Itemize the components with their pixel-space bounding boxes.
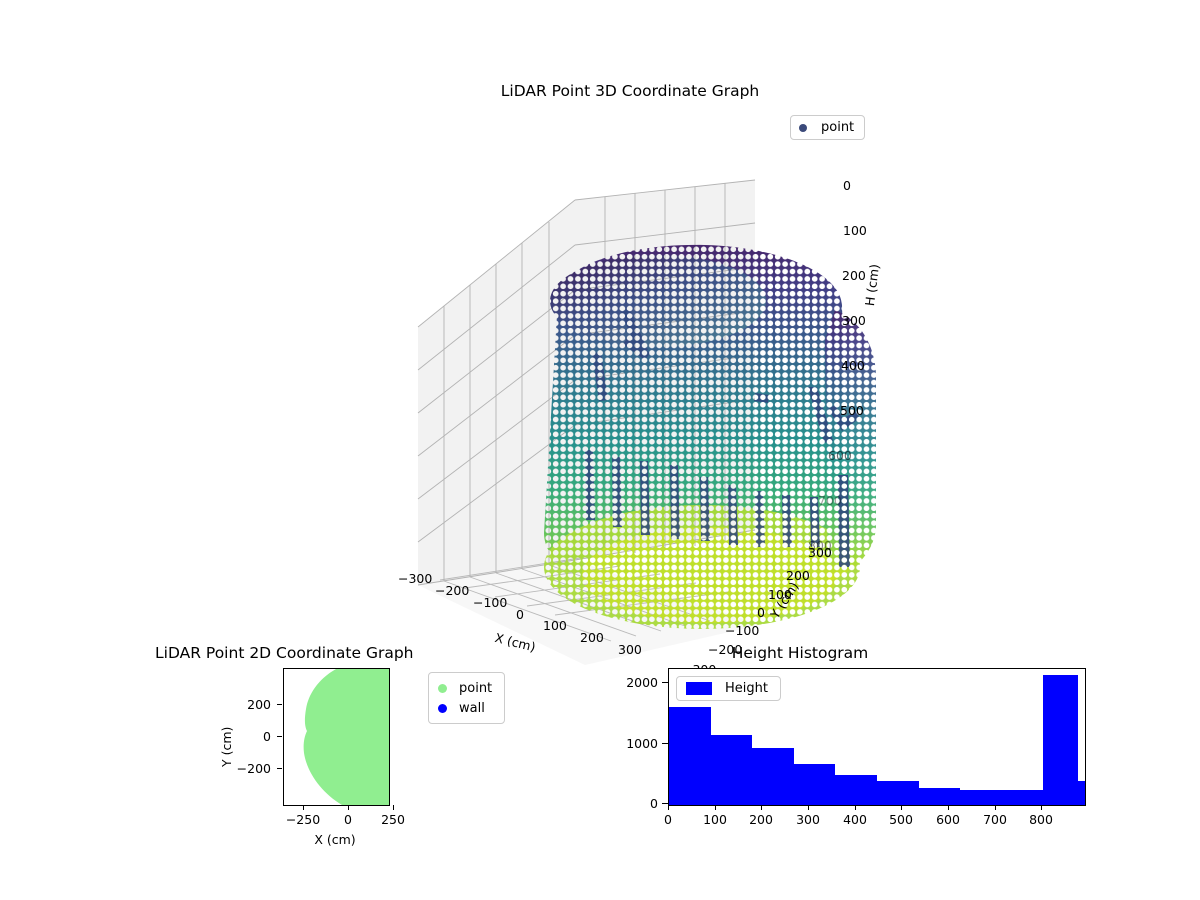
histogram-bar[interactable] <box>752 748 794 805</box>
histogram-xtick-300: 300 <box>796 812 820 827</box>
plot2d-ytick-200: 200 <box>247 697 271 712</box>
histogram-ytick-mark-2000 <box>662 682 668 683</box>
histogram-xtick-800: 800 <box>1029 812 1053 827</box>
plot3d-ytick-200: 200 <box>786 568 810 583</box>
plot3d-title: LiDAR Point 3D Coordinate Graph <box>500 82 760 100</box>
plot3d-ytick-100: 100 <box>768 587 792 602</box>
plot3d-ztick-700: 700 <box>818 493 842 508</box>
histogram-xtick-mark-600 <box>948 805 949 810</box>
plot3d-ytick-n200: −200 <box>708 642 743 657</box>
histogram-xtick-0: 0 <box>664 812 672 827</box>
histogram-xtick-400: 400 <box>843 812 867 827</box>
plot2d-xtick-n250: −250 <box>285 812 321 827</box>
histogram-ytick-2000: 2000 <box>626 675 658 690</box>
histogram-xtick-700: 700 <box>983 812 1007 827</box>
legend-marker-point-icon <box>799 123 807 132</box>
histogram-xtick-mark-500 <box>901 805 902 810</box>
plot3d-wall-points <box>585 310 860 567</box>
histogram-legend[interactable]: Height <box>676 676 781 701</box>
histogram-xtick-600: 600 <box>936 812 960 827</box>
plot3d-xtick-200: 200 <box>580 630 604 645</box>
plot2d-legend-row-point[interactable]: point <box>438 678 492 698</box>
plot2d-canvas <box>303 669 389 805</box>
histogram-xtick-mark-400 <box>855 805 856 810</box>
histogram-bar[interactable] <box>960 790 1002 805</box>
plot2d-ytick-mark-200 <box>277 704 282 705</box>
plot3d-ztick-600: 600 <box>828 448 852 463</box>
histogram-ytick-mark-0 <box>662 803 668 804</box>
histogram-xtick-500: 500 <box>889 812 913 827</box>
plot3d-xtick-100: 100 <box>543 618 567 633</box>
histogram-bar[interactable] <box>710 735 753 805</box>
plot3d-ytick-0: 0 <box>757 605 765 620</box>
plot2d-ytick-0: 0 <box>263 729 271 744</box>
histogram-title: Height Histogram <box>731 644 869 662</box>
lidar-3d-axes: LiDAR Point 3D Coordinate Graph <box>330 82 930 677</box>
histogram-ytick-1000: 1000 <box>626 736 658 751</box>
plot2d-yaxis-label: Y (cm) <box>219 726 234 767</box>
plot2d-xtick-mark-n250 <box>303 805 304 810</box>
plot3d-ztick-800: 800 <box>808 538 832 553</box>
plot2d-xtick-250: 250 <box>381 812 405 827</box>
plot2d-legend-label-point: point <box>459 680 493 696</box>
plot3d-ztick-400: 400 <box>841 358 865 373</box>
plot3d-xtick-0: 0 <box>516 607 524 622</box>
legend-swatch-height-icon <box>686 682 712 695</box>
histogram-bar[interactable] <box>1078 781 1085 805</box>
plot3d-ztick-300: 300 <box>842 313 866 328</box>
plot2d-title: LiDAR Point 2D Coordinate Graph <box>155 644 414 662</box>
plot3d-ztick-100: 100 <box>843 223 867 238</box>
histogram-bar[interactable] <box>835 775 877 805</box>
histogram-bar[interactable] <box>918 788 961 805</box>
plot3d-ytick-300: 300 <box>808 545 832 560</box>
plot3d-ytick-n100: −100 <box>725 623 760 638</box>
histogram-xtick-mark-700 <box>995 805 996 810</box>
histogram-bar[interactable] <box>1043 675 1079 805</box>
histogram-xtick-mark-100 <box>715 805 716 810</box>
histogram-xtick-mark-800 <box>1041 805 1042 810</box>
legend-marker-point-icon <box>438 683 447 693</box>
legend-label-point: point <box>821 120 855 135</box>
plot2d-legend-row-wall[interactable]: wall <box>438 698 492 718</box>
plot2d-legend[interactable]: point wall <box>428 672 506 724</box>
lidar-2d-axes <box>283 668 390 806</box>
plot3d-legend[interactable]: point <box>790 115 866 140</box>
histogram-xtick-100: 100 <box>703 812 727 827</box>
histogram-legend-label-height: Height <box>725 681 768 696</box>
legend-marker-wall-icon <box>438 703 447 713</box>
plot2d-legend-label-wall: wall <box>459 700 485 716</box>
histogram-xtick-200: 200 <box>749 812 773 827</box>
plot2d-xtick-0: 0 <box>344 812 352 827</box>
plot2d-ytick-mark-0 <box>277 736 282 737</box>
plot2d-xtick-mark-250 <box>393 805 394 810</box>
histogram-bar[interactable] <box>1001 790 1044 805</box>
histogram-xtick-mark-300 <box>808 805 809 810</box>
histogram-bar[interactable] <box>877 781 919 805</box>
plot2d-ytick-mark-n200 <box>277 768 282 769</box>
histogram-bar[interactable] <box>793 764 836 805</box>
plot3d-canvas <box>417 179 876 665</box>
plot3d-xtick-300: 300 <box>618 642 642 657</box>
histogram-xtick-mark-200 <box>761 805 762 810</box>
plot3d-ztick-500: 500 <box>840 403 864 418</box>
plot3d-ztick-0: 0 <box>843 178 851 193</box>
histogram-ytick-0: 0 <box>650 796 658 811</box>
histogram-bar[interactable] <box>669 707 711 805</box>
plot3d-xtick-n300: −300 <box>398 571 433 586</box>
histogram-xtick-mark-0 <box>668 805 669 810</box>
plot3d-ztick-200: 200 <box>842 268 866 283</box>
plot3d-xtick-n100: −100 <box>473 595 508 610</box>
plot2d-xaxis-label: X (cm) <box>314 832 356 847</box>
plot3d-xtick-n200: −200 <box>435 583 470 598</box>
plot2d-ytick-n200: −200 <box>236 761 271 776</box>
histogram-ytick-mark-1000 <box>662 743 668 744</box>
plot2d-xtick-mark-0 <box>348 805 349 810</box>
